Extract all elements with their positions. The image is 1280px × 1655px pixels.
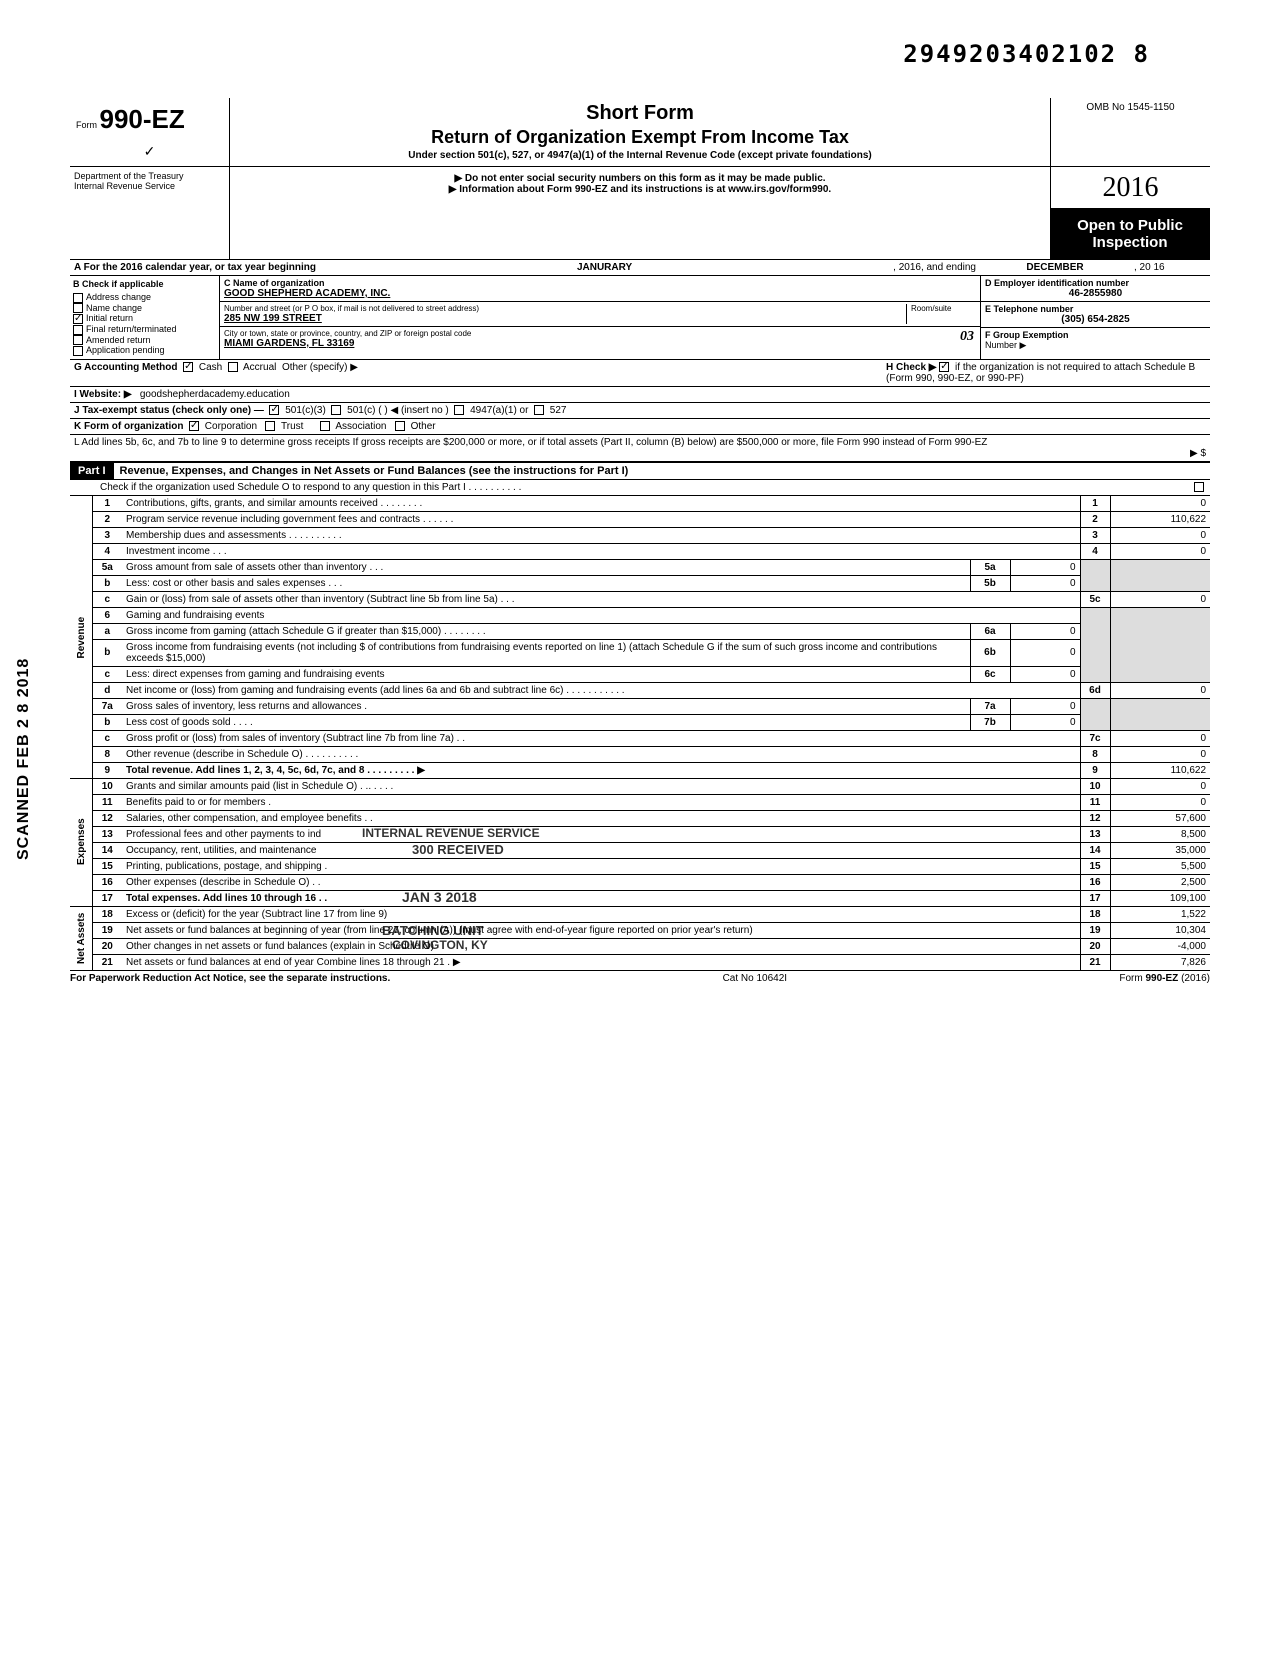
line16-value: 2,500: [1110, 874, 1210, 890]
scanned-stamp: SCANNED FEB 2 8 2018: [15, 658, 33, 860]
open-public-badge: Open to Public Inspection: [1050, 209, 1210, 259]
form-number: 990-EZ: [100, 104, 185, 134]
net-assets-label: Net Assets: [70, 906, 92, 970]
sched-b-checkbox[interactable]: [939, 362, 949, 372]
line18-value: 1,522: [1110, 906, 1210, 922]
period-end-month: DECEMBER: [980, 260, 1130, 275]
short-form-title: Short Form: [238, 102, 1042, 125]
part1-title: Revenue, Expenses, and Changes in Net As…: [114, 463, 635, 479]
stamp-03: 03: [960, 329, 974, 345]
line21-value: 7,826: [1110, 954, 1210, 970]
org-city: MIAMI GARDENS, FL 33169: [224, 338, 976, 349]
initial-return-checkbox[interactable]: [73, 314, 83, 324]
return-title: Return of Organization Exempt From Incom…: [238, 127, 1042, 148]
revenue-label: Revenue: [70, 496, 92, 779]
irs-stamp-line2: 300 RECEIVED: [412, 842, 504, 857]
footer-left: For Paperwork Reduction Act Notice, see …: [70, 973, 390, 984]
line2-value: 110,622: [1110, 511, 1210, 527]
line5c-value: 0: [1110, 591, 1210, 607]
website: goodshepherdacademy.education: [140, 389, 290, 400]
telephone: (305) 654-2825: [985, 314, 1206, 325]
line-l: L Add lines 5b, 6c, and 7b to line 9 to …: [74, 437, 1206, 448]
line7c-value: 0: [1110, 730, 1210, 746]
part1-header: Part I: [70, 463, 114, 479]
expenses-label: Expenses: [70, 778, 92, 906]
footer-cat: Cat No 10642I: [723, 973, 788, 984]
line20-value: -4,000: [1110, 938, 1210, 954]
period-begin: JANURARY: [320, 260, 889, 275]
line11-value: 0: [1110, 794, 1210, 810]
irs-stamp-date: JAN 3 2018: [402, 889, 477, 905]
org-address: 285 NW 199 STREET: [224, 313, 906, 324]
line6d-value: 0: [1110, 682, 1210, 698]
line-a-label: A For the 2016 calendar year, or tax yea…: [70, 260, 320, 275]
line4-value: 0: [1110, 543, 1210, 559]
line15-value: 5,500: [1110, 858, 1210, 874]
line12-value: 57,600: [1110, 810, 1210, 826]
line10-value: 0: [1110, 778, 1210, 794]
line17-value: 109,100: [1110, 890, 1210, 906]
dept-box: Department of the Treasury Internal Reve…: [70, 167, 230, 259]
501c3-checkbox[interactable]: [269, 405, 279, 415]
footer-form: Form 990-EZ (2016): [1119, 973, 1210, 984]
document-number: 2949203402102 8: [70, 40, 1210, 68]
col-c: C Name of organization GOOD SHEPHERD ACA…: [220, 276, 980, 359]
line14-value: 35,000: [1110, 842, 1210, 858]
main-table: Revenue 1Contributions, gifts, grants, a…: [70, 496, 1210, 971]
line19-value: 10,304: [1110, 922, 1210, 938]
org-name: GOOD SHEPHERD ACADEMY, INC.: [224, 288, 976, 299]
public-notice: ▶ Do not enter social security numbers o…: [230, 167, 1050, 259]
irs-stamp-line1: INTERNAL REVENUE SERVICE: [362, 826, 540, 840]
part1-check-line: Check if the organization used Schedule …: [70, 480, 1190, 495]
col-b: B Check if applicable Address change Nam…: [70, 276, 220, 359]
under-section: Under section 501(c), 527, or 4947(a)(1)…: [238, 150, 1042, 161]
form-box: Form 990-EZ ✓: [70, 98, 230, 166]
corporation-checkbox[interactable]: [189, 421, 199, 431]
part1-schedo-checkbox[interactable]: [1194, 482, 1204, 492]
omb-number: OMB No 1545-1150: [1050, 98, 1210, 166]
tax-year: 2016: [1103, 172, 1159, 203]
line9-value: 110,622: [1110, 762, 1210, 778]
cash-checkbox[interactable]: [183, 362, 193, 372]
period-end-year: , 20 16: [1130, 260, 1210, 275]
line13-value: 8,500: [1110, 826, 1210, 842]
line3-value: 0: [1110, 527, 1210, 543]
line-a-mid: , 2016, and ending: [889, 260, 980, 275]
line1-value: 0: [1110, 496, 1210, 512]
col-d: D Employer identification number 46-2855…: [980, 276, 1210, 359]
line8-value: 0: [1110, 746, 1210, 762]
ein: 46-2855980: [985, 288, 1206, 299]
